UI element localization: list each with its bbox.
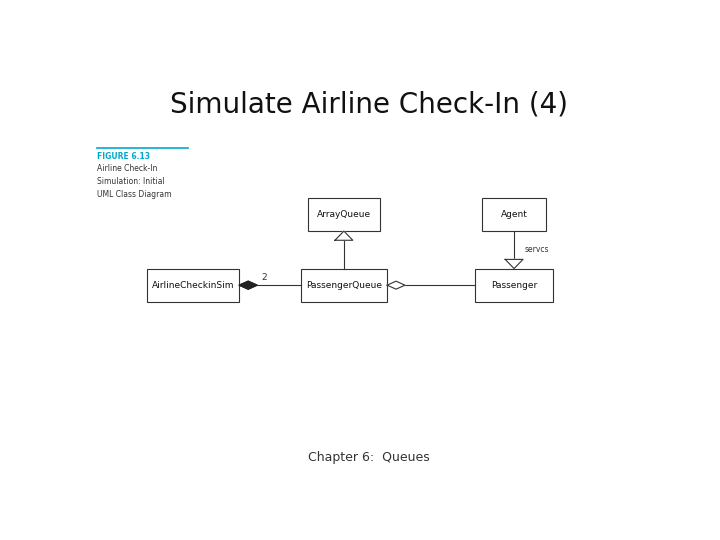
Text: PassengerQueue: PassengerQueue [306,281,382,289]
Text: servcs: servcs [524,245,549,254]
Text: 2: 2 [261,273,267,282]
Text: Chapter 6:  Queues: Chapter 6: Queues [308,451,430,464]
Text: Airline Check-In: Airline Check-In [96,164,157,173]
Polygon shape [239,281,257,289]
Text: ArrayQueue: ArrayQueue [317,210,371,219]
Bar [301,268,387,302]
Bar [307,198,380,231]
Bar [482,198,546,231]
Text: Agent: Agent [500,210,528,219]
Text: Passenger: Passenger [491,281,537,289]
Bar [147,268,239,302]
Text: Simulate Airline Check-In (4): Simulate Airline Check-In (4) [170,90,568,118]
Bar [475,268,553,302]
Polygon shape [505,259,523,268]
Text: FIGURE 6.13: FIGURE 6.13 [96,152,150,161]
Text: Simulation: Initial: Simulation: Initial [96,177,164,186]
Text: AirlineCheckinSim: AirlineCheckinSim [152,281,235,289]
Text: UML Class Diagram: UML Class Diagram [96,191,171,199]
Polygon shape [387,281,405,289]
Polygon shape [335,231,353,240]
